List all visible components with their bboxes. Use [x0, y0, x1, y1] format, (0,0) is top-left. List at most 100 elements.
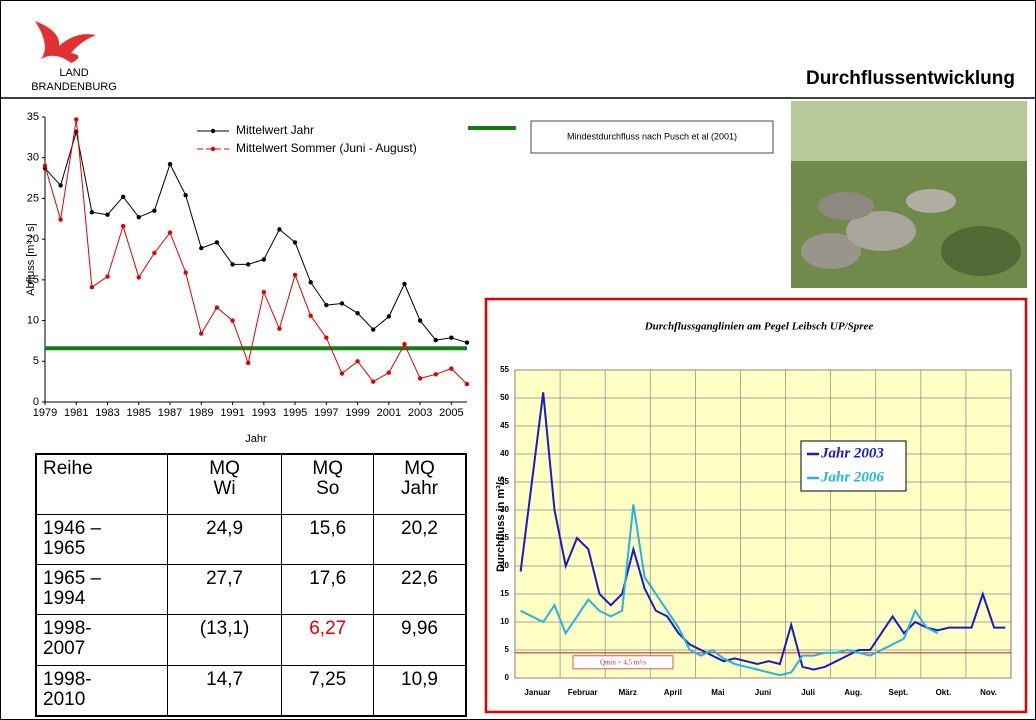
point	[433, 372, 438, 377]
x-tick-label: Okt.	[936, 688, 952, 697]
table-cell: 6,27	[281, 614, 374, 666]
table-cell: 1998- 2007	[35, 614, 168, 666]
x-tick-label: Sept.	[888, 688, 908, 697]
chart-frame	[484, 297, 1028, 714]
y-tick-label: 45	[500, 421, 509, 430]
point	[449, 366, 454, 371]
x-tick-label: März	[619, 688, 637, 697]
x-tick-label: 1991	[220, 407, 244, 419]
x-tick-label: Juni	[755, 688, 771, 697]
y-tick-label: 35	[500, 477, 509, 486]
table-cell: 17,6	[281, 563, 374, 616]
photo-plant	[941, 226, 1021, 276]
series-line	[44, 131, 468, 344]
y-axis-label: Abfluss [m³ / s]	[25, 223, 37, 296]
point	[433, 337, 438, 343]
point	[402, 281, 407, 287]
logo-text: LAND	[59, 67, 88, 79]
x-tick-label: 2001	[377, 407, 401, 419]
y-tick-label: 0	[505, 673, 510, 682]
point	[89, 284, 95, 290]
x-tick-label: Februar	[568, 688, 598, 697]
table-row: 1946 – 1965 24,9 15,6 20,2	[35, 513, 467, 565]
y-tick-label: 10	[27, 314, 39, 326]
point	[183, 192, 188, 198]
point	[386, 314, 392, 319]
table-cell: 14,7	[166, 664, 283, 717]
point	[417, 318, 423, 323]
legend-marker	[210, 128, 216, 134]
point	[449, 335, 454, 340]
point	[214, 240, 220, 245]
x-tick-label: 1999	[345, 407, 369, 419]
photo-rock	[818, 192, 874, 220]
point	[89, 210, 95, 215]
y-tick-label: 40	[500, 449, 509, 458]
table-cell: 15,6	[281, 513, 374, 565]
point	[277, 326, 282, 331]
y-tick-label: 35	[27, 111, 39, 123]
header-cell: Reihe	[35, 453, 168, 515]
y-tick-label: 55	[500, 365, 509, 374]
x-tick-label: Nov.	[980, 688, 997, 697]
x-tick-label: 1993	[252, 407, 276, 419]
point	[199, 245, 204, 251]
legend-label: Jahr 2006	[820, 469, 884, 485]
point	[402, 341, 407, 347]
point	[183, 270, 188, 275]
y-tick-label: 30	[500, 505, 509, 514]
x-tick-label: 1989	[189, 407, 213, 419]
y-tick-label: 15	[500, 589, 509, 598]
table-cell: 10,9	[373, 664, 467, 717]
slide-title: Durchflussentwicklung	[806, 68, 1015, 89]
point	[324, 302, 329, 308]
point	[230, 262, 235, 267]
x-tick-label: 2005	[439, 407, 463, 419]
legend-label: Mittelwert Sommer (Juni - August)	[236, 141, 417, 155]
table-cell: 20,2	[373, 513, 467, 565]
y-tick-label: 10	[500, 617, 509, 626]
table-cell: 27,7	[166, 563, 283, 616]
x-tick-label: 1979	[33, 407, 57, 419]
point	[339, 371, 345, 376]
y-tick-label: 25	[27, 192, 39, 204]
legend-label: Mindestdurchfluss nach Pusch et al (2001…	[567, 131, 737, 141]
table-cell: 1998- 2010	[35, 664, 168, 717]
point	[136, 275, 141, 280]
y-axis-label: Durchfluss in m³/s	[495, 476, 507, 572]
plot-area	[514, 369, 1012, 679]
point	[371, 327, 376, 332]
y-tick-label: 20	[500, 561, 509, 570]
point	[371, 379, 376, 384]
point	[136, 214, 141, 220]
point	[261, 257, 267, 262]
point	[245, 360, 251, 366]
point	[324, 335, 329, 340]
table-cell: 24,9	[166, 513, 283, 565]
point	[167, 162, 173, 167]
chart-title: Durchflussganglinien am Pegel Leibsch UP…	[644, 321, 874, 333]
logo-text: BRANDENBURG	[31, 81, 117, 93]
point	[355, 311, 360, 316]
logo-eagle	[35, 21, 96, 63]
point	[58, 183, 63, 188]
x-tick-label: 1983	[95, 407, 119, 419]
point	[214, 305, 220, 310]
x-tick-label: Aug.	[844, 688, 862, 697]
table-row: 1998- 2007 (13,1) 6,27 9,96	[35, 614, 467, 666]
x-tick-label: April	[664, 688, 682, 697]
x-tick-label: Mai	[711, 688, 724, 697]
point	[105, 212, 110, 217]
photo-rock	[846, 211, 916, 251]
y-tick-label: 5	[505, 645, 510, 654]
point	[199, 331, 204, 336]
annotation: Qmin = 4,5 m³/s	[600, 658, 646, 666]
photo-rock	[906, 189, 956, 213]
point	[308, 280, 313, 285]
x-tick-label: 1997	[314, 407, 338, 419]
legend-box	[530, 120, 774, 154]
table-cell: 1946 – 1965	[35, 513, 168, 565]
x-axis-label: Jahr	[245, 433, 267, 445]
table-cell: 7,25	[281, 664, 374, 717]
